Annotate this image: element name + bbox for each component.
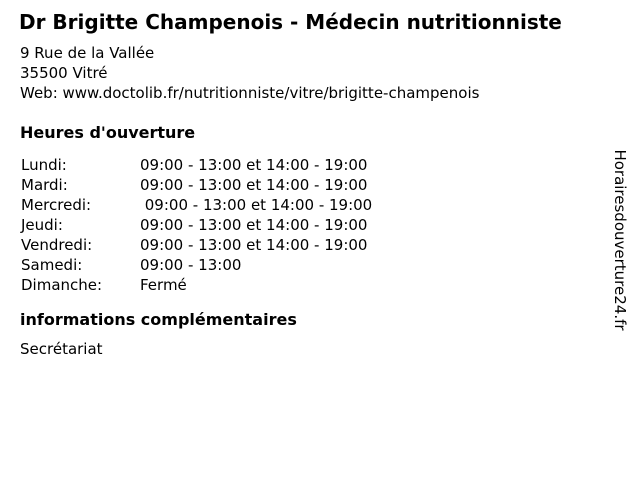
table-row: Jeudi: 09:00 - 13:00 et 14:00 - 19:00 xyxy=(21,215,372,235)
day-label: Jeudi: xyxy=(21,216,63,234)
day-label: Mardi: xyxy=(21,176,68,194)
day-label: Dimanche: xyxy=(21,276,103,294)
address-street: 9 Rue de la Vallée xyxy=(20,44,155,62)
table-row: Dimanche: Fermé xyxy=(21,275,372,295)
time-value: 09:00 - 13:00 et 14:00 - 19:00 xyxy=(140,196,373,214)
day-label: Mercredi: xyxy=(21,196,92,214)
table-row: Mardi: 09:00 - 13:00 et 14:00 - 19:00 xyxy=(21,175,372,195)
opening-hours-table: Lundi: 09:00 - 13:00 et 14:00 - 19:00 Ma… xyxy=(21,155,372,295)
additional-info-heading: informations complémentaires xyxy=(20,310,297,329)
day-label: Vendredi: xyxy=(21,236,93,254)
page-title: Dr Brigitte Champenois - Médecin nutriti… xyxy=(19,10,562,34)
time-value: 09:00 - 13:00 et 14:00 - 19:00 xyxy=(140,216,368,234)
opening-hours-heading: Heures d'ouverture xyxy=(20,123,196,142)
site-watermark: Horairesdouverture24.fr xyxy=(611,149,629,331)
time-value: 09:00 - 13:00 xyxy=(140,256,242,274)
time-value: 09:00 - 13:00 et 14:00 - 19:00 xyxy=(140,176,368,194)
time-value: 09:00 - 13:00 et 14:00 - 19:00 xyxy=(140,156,368,174)
day-label: Lundi: xyxy=(21,156,67,174)
address-block: 9 Rue de la Vallée 35500 Vitré Web: www.… xyxy=(20,43,479,103)
additional-info-text: Secrétariat xyxy=(20,340,103,358)
time-value: Fermé xyxy=(140,276,187,294)
address-city: 35500 Vitré xyxy=(20,64,108,82)
table-row: Vendredi: 09:00 - 13:00 et 14:00 - 19:00 xyxy=(21,235,372,255)
table-row: Samedi: 09:00 - 13:00 xyxy=(21,255,372,275)
time-value: 09:00 - 13:00 et 14:00 - 19:00 xyxy=(140,236,368,254)
table-row: Mercredi: 09:00 - 13:00 et 14:00 - 19:00 xyxy=(21,195,372,215)
website-url[interactable]: Web: www.doctolib.fr/nutritionniste/vitr… xyxy=(20,84,480,102)
table-row: Lundi: 09:00 - 13:00 et 14:00 - 19:00 xyxy=(21,155,372,175)
day-label: Samedi: xyxy=(21,256,83,274)
